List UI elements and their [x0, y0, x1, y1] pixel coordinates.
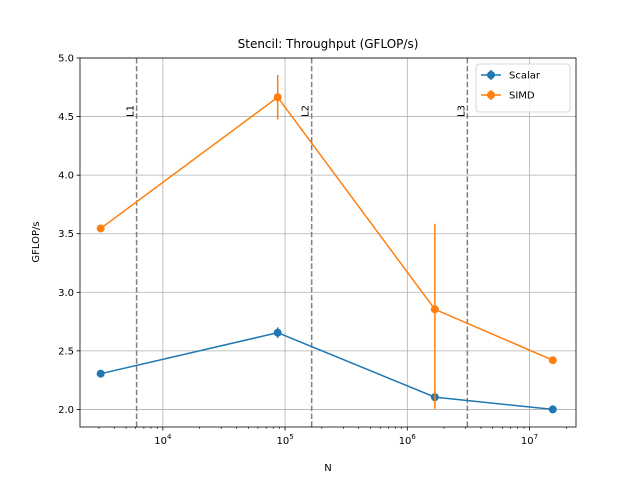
x-tick-label: 107	[521, 433, 538, 447]
data-point	[273, 93, 282, 102]
axis-ticks: 2.0 2.5 3.0 3.5 4.0 4.5 5.0 104 105 106 107	[58, 54, 567, 447]
data-series	[96, 74, 557, 414]
y-tick-label: 2.5	[58, 346, 74, 357]
x-tick-label: 105	[276, 433, 293, 447]
y-tick-label: 5.0	[58, 54, 74, 65]
series-line	[100, 331, 553, 411]
legend-label: SIMD	[509, 91, 535, 102]
cache-marker-label: L3	[456, 105, 467, 117]
y-axis-label: GFLOP/s	[31, 221, 42, 262]
y-tick-label: 3.0	[58, 288, 74, 299]
data-point	[96, 224, 105, 233]
plot-frame	[79, 57, 577, 428]
data-point	[548, 356, 557, 365]
y-tick-label: 4.0	[58, 171, 74, 182]
data-point	[273, 328, 282, 337]
y-tick-label: 2.0	[58, 405, 74, 416]
legend-frame	[475, 63, 571, 113]
data-point	[430, 305, 439, 314]
chart-title: Stencil: Throughput (GFLOP/s)	[238, 37, 419, 51]
y-tick-label: 3.5	[58, 229, 74, 240]
data-point	[96, 369, 105, 378]
series-simd	[96, 74, 557, 409]
series-scalar	[96, 327, 557, 414]
x-tick-label: 104	[154, 433, 172, 447]
x-axis-label: N	[324, 463, 331, 474]
cache-marker-label: L2	[301, 105, 312, 117]
data-point	[548, 405, 557, 414]
legend-label: Scalar	[509, 71, 541, 82]
x-tick-label: 106	[399, 433, 417, 447]
legend-swatch-marker	[487, 71, 495, 79]
cache-level-markers: L1 L2 L3	[126, 58, 469, 427]
legend: Scalar SIMD	[475, 63, 571, 113]
legend-swatch-marker	[487, 91, 495, 99]
grid	[80, 57, 576, 427]
series-line	[100, 96, 554, 361]
y-tick-label: 4.5	[58, 112, 74, 123]
cache-marker-label: L1	[126, 105, 137, 117]
